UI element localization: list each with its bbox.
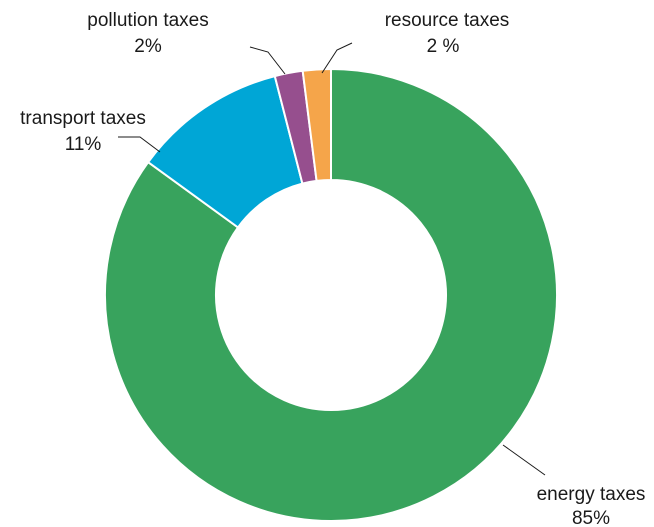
slice-label-transport: transport taxes xyxy=(20,108,146,129)
slice-value-pollution: 2% xyxy=(134,36,162,57)
leader-line-pollution xyxy=(249,46,286,75)
slice-value-transport: 11% xyxy=(65,134,102,155)
leader-line-energy xyxy=(502,444,546,476)
leader-line-resource xyxy=(321,42,353,74)
slice-value-resource: 2 % xyxy=(427,36,460,57)
slice-resource xyxy=(301,67,332,183)
donut-slices xyxy=(104,67,558,522)
slice-energy xyxy=(104,67,558,522)
slice-label-energy: energy taxes xyxy=(537,484,646,505)
leader-line-transport xyxy=(118,136,161,153)
slice-label-pollution: pollution taxes xyxy=(87,10,208,31)
slice-label-resource: resource taxes xyxy=(385,10,510,31)
slice-value-energy: 85% xyxy=(572,508,610,527)
